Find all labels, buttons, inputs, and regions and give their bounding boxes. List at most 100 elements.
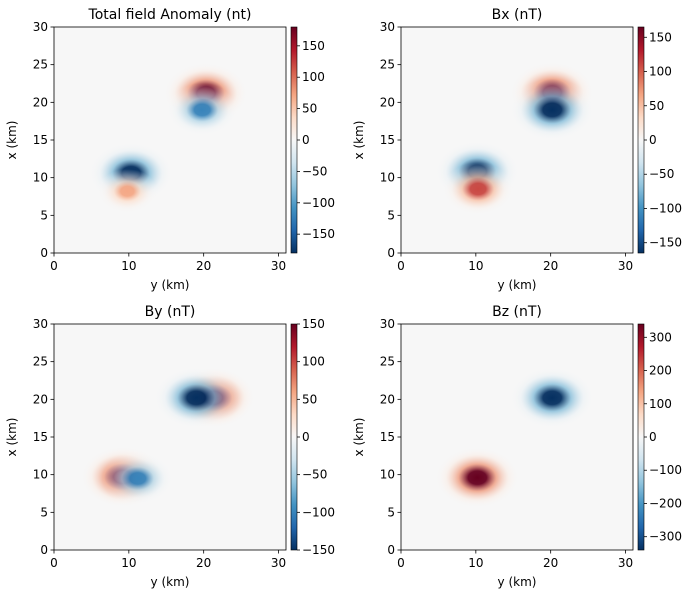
colorbar-tick-label: −50 xyxy=(302,164,327,178)
y-tick-label: 20 xyxy=(33,95,48,109)
anomaly-blob xyxy=(510,79,594,141)
colorbar-tick-label: 100 xyxy=(649,65,672,79)
y-tick-label: 30 xyxy=(33,20,48,34)
chart-title: Bx (nT) xyxy=(492,7,543,23)
anomaly-blob xyxy=(166,83,238,136)
colorbar xyxy=(637,323,645,551)
y-tick-label: 15 xyxy=(380,430,395,444)
colorbar-tick-label: −150 xyxy=(302,227,335,241)
colorbar-tick-label: 150 xyxy=(302,39,325,53)
y-tick-label: 10 xyxy=(380,468,395,482)
colorbar-tick-label: 200 xyxy=(649,364,672,378)
y-axis-label: x (km) xyxy=(352,121,366,160)
y-tick-label: 5 xyxy=(387,505,395,519)
colorbar-tick-label: 50 xyxy=(302,392,317,406)
x-tick-label: 10 xyxy=(468,259,483,273)
anomaly-blob xyxy=(442,163,514,215)
y-tick-label: 25 xyxy=(33,58,48,72)
y-tick-label: 30 xyxy=(380,20,395,34)
x-axis-label: y (km) xyxy=(498,278,537,292)
colorbar-tick-label: 0 xyxy=(649,133,657,147)
panel-2: 0 10 20 30 0 5 10 15 20 25 30 Bx (nT) y (km) x (km) −1… xyxy=(352,7,682,292)
y-tick-label: 15 xyxy=(380,133,395,147)
y-tick-label: 0 xyxy=(40,543,48,557)
x-tick-label: 30 xyxy=(271,556,286,570)
y-tick-label: 15 xyxy=(33,133,48,147)
anomaly-blob xyxy=(435,447,520,509)
plot-area xyxy=(54,324,286,550)
x-tick-label: 30 xyxy=(618,556,633,570)
anomaly-blob xyxy=(510,367,594,429)
y-axis-label: x (km) xyxy=(352,418,366,457)
y-tick-label: 20 xyxy=(33,392,48,406)
y-tick-label: 0 xyxy=(387,543,395,557)
y-tick-label: 10 xyxy=(380,171,395,185)
x-tick-label: 20 xyxy=(196,556,211,570)
colorbar xyxy=(637,26,645,254)
colorbar-tick-label: 150 xyxy=(649,30,672,44)
x-tick-label: 20 xyxy=(543,259,558,273)
anomaly-blob xyxy=(154,367,238,429)
panel-1: 0 10 20 30 0 5 10 15 20 25 30 Total field Anomaly (… xyxy=(5,7,335,292)
colorbar-tick-label: 50 xyxy=(302,102,317,116)
colorbar-tick-label: −100 xyxy=(302,196,335,210)
colorbar-tick-label: −50 xyxy=(302,468,327,482)
x-axis-label: y (km) xyxy=(151,575,190,589)
y-axis-label: x (km) xyxy=(5,121,19,160)
y-tick-label: 15 xyxy=(33,430,48,444)
colorbar xyxy=(290,26,298,254)
colorbar-tick-label: −300 xyxy=(649,530,682,544)
colorbar-tick-label: 100 xyxy=(649,397,672,411)
x-tick-label: 0 xyxy=(397,259,405,273)
y-tick-label: 5 xyxy=(40,208,48,222)
x-tick-label: 0 xyxy=(50,556,58,570)
colorbar-tick-label: 0 xyxy=(302,133,310,147)
plot-area xyxy=(401,324,633,550)
plot-area xyxy=(401,27,633,253)
colorbar-tick-label: −100 xyxy=(302,505,335,519)
x-tick-label: 10 xyxy=(121,259,136,273)
colorbar-tick-label: −100 xyxy=(649,201,682,215)
anomaly-blob xyxy=(97,168,158,214)
colorbar-tick-label: −50 xyxy=(649,167,674,181)
y-tick-label: 30 xyxy=(380,317,395,331)
x-tick-label: 0 xyxy=(397,556,405,570)
y-tick-label: 25 xyxy=(380,355,395,369)
x-tick-label: 10 xyxy=(468,556,483,570)
colorbar-tick-label: 100 xyxy=(302,355,325,369)
colorbar xyxy=(290,323,298,551)
colorbar-tick-label: −100 xyxy=(649,463,682,477)
y-tick-label: 20 xyxy=(380,392,395,406)
chart-title: Bz (nT) xyxy=(492,304,542,320)
y-tick-label: 25 xyxy=(33,355,48,369)
colorbar-tick-label: 300 xyxy=(649,330,672,344)
y-tick-label: 10 xyxy=(33,171,48,185)
y-tick-label: 5 xyxy=(40,505,48,519)
y-tick-label: 25 xyxy=(380,58,395,72)
colorbar-tick-label: 50 xyxy=(649,99,664,113)
colorbar-tick-label: 100 xyxy=(302,70,325,84)
y-tick-label: 0 xyxy=(387,246,395,260)
colorbar-tick-label: −200 xyxy=(649,496,682,510)
y-tick-label: 0 xyxy=(40,246,48,260)
y-tick-label: 10 xyxy=(33,468,48,482)
x-tick-label: 20 xyxy=(196,259,211,273)
x-tick-label: 20 xyxy=(543,556,558,570)
anomaly-blob xyxy=(102,452,174,505)
x-tick-label: 30 xyxy=(271,259,286,273)
y-tick-label: 30 xyxy=(33,317,48,331)
colorbar-tick-label: 0 xyxy=(302,430,310,444)
colorbar-tick-label: −150 xyxy=(649,236,682,250)
x-tick-label: 10 xyxy=(121,556,136,570)
x-axis-label: y (km) xyxy=(151,278,190,292)
chart-title: Total field Anomaly (nt) xyxy=(88,7,252,23)
x-tick-label: 0 xyxy=(50,259,58,273)
colorbar-tick-label: 150 xyxy=(302,317,325,331)
colorbar-tick-label: −150 xyxy=(302,543,335,557)
panel-3: 0 10 20 30 0 5 10 15 20 25 30 By (nT) y (km) x (km) −1… xyxy=(5,304,335,589)
chart-title: By (nT) xyxy=(145,304,196,320)
y-tick-label: 20 xyxy=(380,95,395,109)
colorbar-tick-label: 0 xyxy=(649,430,657,444)
